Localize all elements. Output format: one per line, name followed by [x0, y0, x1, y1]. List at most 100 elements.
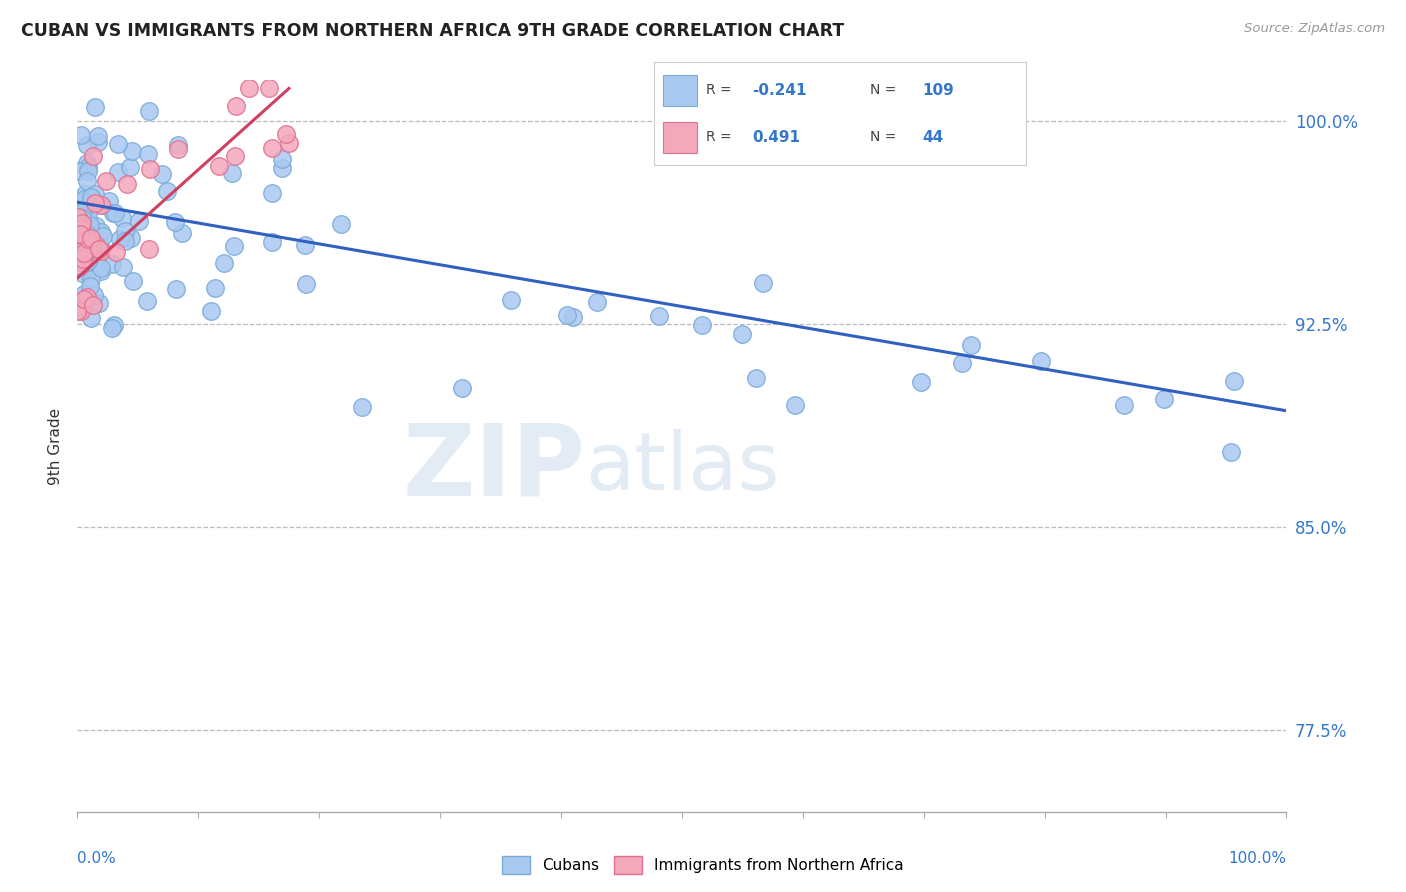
- Point: [330, 217, 353, 231]
- Point: [89, 239, 111, 253]
- Point: [350, 401, 373, 415]
- Point: [87, 243, 110, 257]
- Point: [1219, 445, 1241, 459]
- Point: [96, 174, 118, 188]
- Point: [70, 204, 93, 219]
- Point: [950, 356, 973, 370]
- Point: [136, 147, 159, 161]
- Point: [73, 238, 96, 252]
- Point: [79, 231, 101, 245]
- Point: [77, 232, 100, 246]
- Bar: [664, 122, 696, 153]
- Point: [86, 128, 108, 143]
- Point: [69, 220, 91, 235]
- Point: [73, 246, 96, 260]
- Text: 100.0%: 100.0%: [1229, 851, 1286, 865]
- Point: [200, 303, 222, 318]
- Point: [84, 194, 107, 209]
- Y-axis label: 9th Grade: 9th Grade: [48, 408, 63, 484]
- Text: 109: 109: [922, 83, 953, 97]
- Point: [67, 206, 90, 220]
- Point: [499, 293, 522, 307]
- Point: [104, 245, 127, 260]
- Point: [83, 196, 105, 211]
- Point: [555, 309, 578, 323]
- Point: [910, 376, 932, 390]
- Point: [166, 142, 188, 156]
- Point: [90, 197, 112, 211]
- Point: [80, 238, 103, 252]
- Point: [70, 128, 93, 143]
- Point: [121, 274, 143, 288]
- Legend: Cubans, Immigrants from Northern Africa: Cubans, Immigrants from Northern Africa: [496, 850, 910, 880]
- Point: [100, 257, 122, 271]
- Point: [76, 163, 98, 178]
- Text: CUBAN VS IMMIGRANTS FROM NORTHERN AFRICA 9TH GRADE CORRELATION CHART: CUBAN VS IMMIGRANTS FROM NORTHERN AFRICA…: [21, 22, 845, 40]
- Point: [72, 252, 94, 266]
- Point: [67, 210, 90, 224]
- Point: [562, 310, 585, 325]
- Point: [84, 219, 107, 233]
- Point: [112, 260, 135, 274]
- Point: [84, 238, 107, 252]
- Bar: [664, 75, 696, 105]
- Point: [138, 242, 160, 256]
- Point: [76, 254, 98, 268]
- Point: [80, 236, 103, 251]
- Point: [67, 219, 90, 233]
- Point: [76, 290, 98, 304]
- Point: [73, 292, 96, 306]
- Point: [204, 281, 226, 295]
- Point: [90, 260, 112, 275]
- Point: [90, 244, 112, 258]
- Point: [270, 153, 292, 167]
- Text: R =: R =: [706, 130, 731, 145]
- Point: [73, 245, 96, 260]
- Point: [107, 136, 129, 151]
- Point: [76, 160, 98, 174]
- Text: 0.0%: 0.0%: [77, 851, 117, 865]
- Point: [783, 398, 806, 412]
- Point: [752, 276, 775, 290]
- Point: [70, 303, 93, 318]
- Point: [83, 187, 105, 202]
- Point: [295, 277, 318, 291]
- Point: [208, 159, 231, 173]
- Point: [960, 338, 983, 352]
- Point: [82, 148, 104, 162]
- Point: [101, 321, 124, 335]
- Point: [745, 370, 768, 384]
- Point: [138, 161, 160, 176]
- Point: [76, 227, 98, 242]
- Point: [76, 156, 98, 170]
- Point: [1114, 398, 1136, 412]
- Point: [225, 99, 247, 113]
- Point: [648, 310, 671, 324]
- Point: [76, 174, 98, 188]
- Point: [70, 266, 93, 280]
- Point: [114, 224, 136, 238]
- Point: [70, 222, 93, 236]
- Point: [1222, 374, 1244, 388]
- Point: [136, 293, 159, 308]
- Point: [103, 318, 125, 333]
- Point: [114, 234, 136, 248]
- Point: [450, 381, 472, 395]
- Point: [128, 214, 150, 228]
- Point: [79, 278, 101, 293]
- Point: [224, 148, 246, 162]
- Point: [67, 164, 90, 178]
- Point: [222, 239, 245, 253]
- Point: [115, 177, 138, 191]
- Point: [111, 211, 134, 226]
- Text: Source: ZipAtlas.com: Source: ZipAtlas.com: [1244, 22, 1385, 36]
- Point: [67, 245, 90, 260]
- Point: [82, 298, 104, 312]
- Text: atlas: atlas: [585, 429, 779, 507]
- Point: [84, 100, 107, 114]
- Point: [80, 190, 103, 204]
- Point: [70, 216, 93, 230]
- Point: [585, 294, 607, 309]
- Point: [69, 255, 91, 269]
- Text: 44: 44: [922, 130, 943, 145]
